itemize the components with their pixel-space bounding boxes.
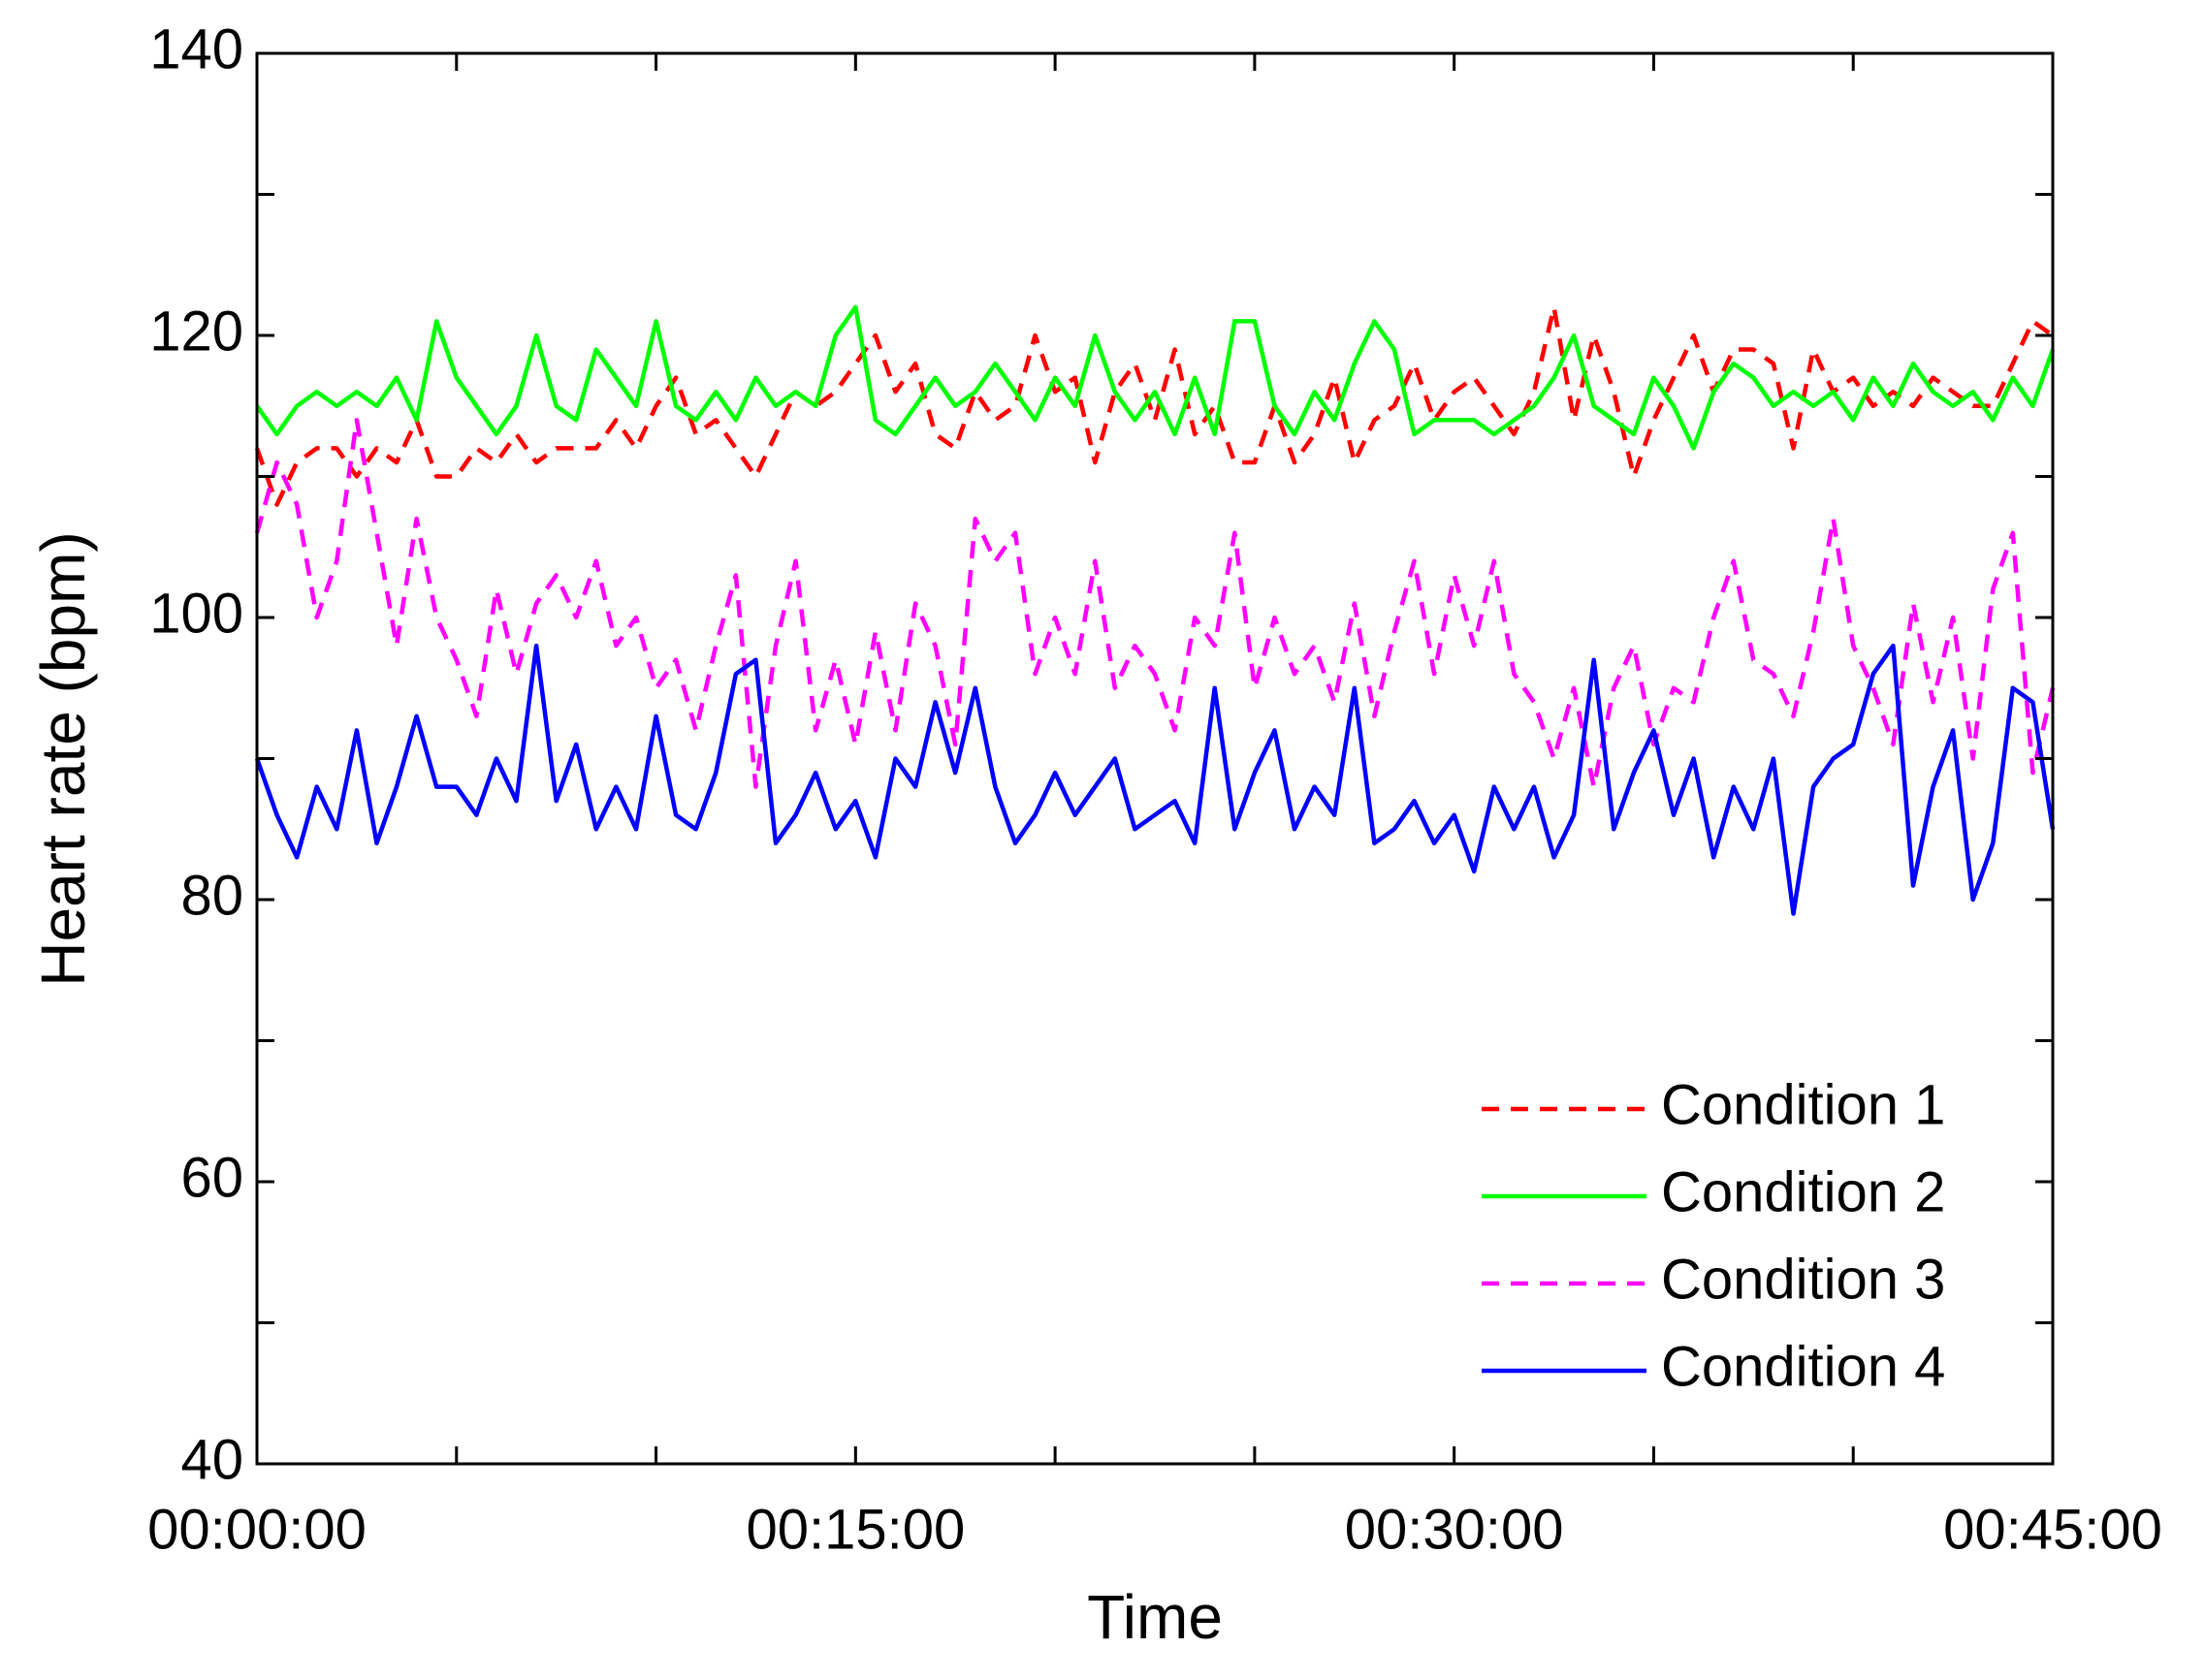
series-line: [254, 418, 2056, 789]
series-line: [254, 643, 2056, 916]
legend-label: Condition 1: [1661, 1073, 1945, 1136]
y-tick-label: 80: [180, 864, 243, 927]
y-tick-label: 60: [180, 1146, 243, 1209]
x-tick-label: 00:45:00: [1943, 1498, 2162, 1561]
y-tick-label: 100: [149, 582, 243, 645]
legend-label: Condition 4: [1661, 1335, 1945, 1398]
series-line: [255, 304, 2056, 451]
y-tick-label: 120: [149, 300, 243, 363]
legend-label: Condition 3: [1661, 1248, 1945, 1311]
legend-label: Condition 2: [1661, 1160, 1945, 1223]
series-line: [254, 304, 2055, 507]
x-tick-label: 00:30:00: [1345, 1498, 1564, 1561]
x-tick-label: 00:15:00: [746, 1498, 965, 1561]
x-axis-label: Time: [1087, 1582, 1223, 1652]
y-tick-label: 40: [180, 1428, 243, 1491]
legend: Condition 1 Condition 2 Condition 3 Conditi…: [1482, 1073, 1945, 1398]
y-axis-label: Heart rate (bpm): [28, 531, 98, 986]
x-tick-label: 00:00:00: [147, 1498, 367, 1561]
y-tick-label: 140: [149, 17, 243, 80]
